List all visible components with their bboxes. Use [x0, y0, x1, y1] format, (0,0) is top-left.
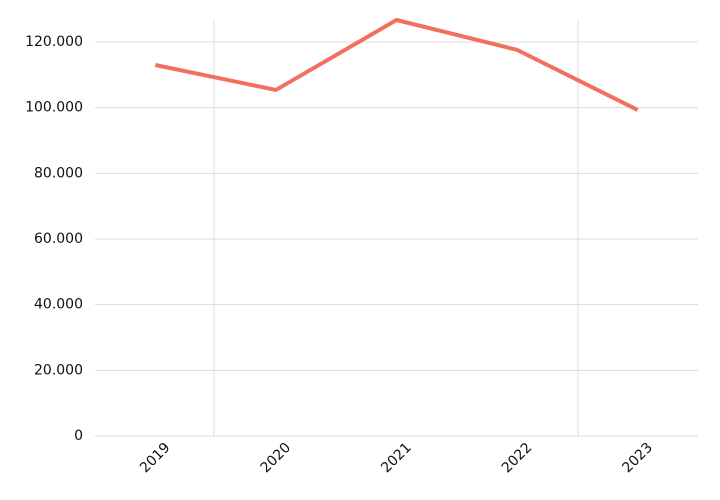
x-tick-label: 2022 — [499, 440, 536, 477]
x-tick-label: 2023 — [619, 440, 656, 477]
y-tick-label: 0 — [74, 428, 83, 444]
y-tick-label: 80.000 — [34, 165, 83, 181]
y-tick-label: 100.000 — [25, 100, 83, 116]
y-tick-label: 120.000 — [25, 34, 83, 50]
data-line — [154, 18, 639, 112]
y-tick-label: 20.000 — [34, 362, 83, 378]
y-tick-label: 40.000 — [34, 297, 83, 313]
x-tick-label: 2021 — [378, 440, 415, 477]
x-tick-label: 2019 — [137, 440, 174, 477]
x-tick-label: 2020 — [258, 440, 295, 477]
y-tick-label: 60.000 — [34, 231, 83, 247]
